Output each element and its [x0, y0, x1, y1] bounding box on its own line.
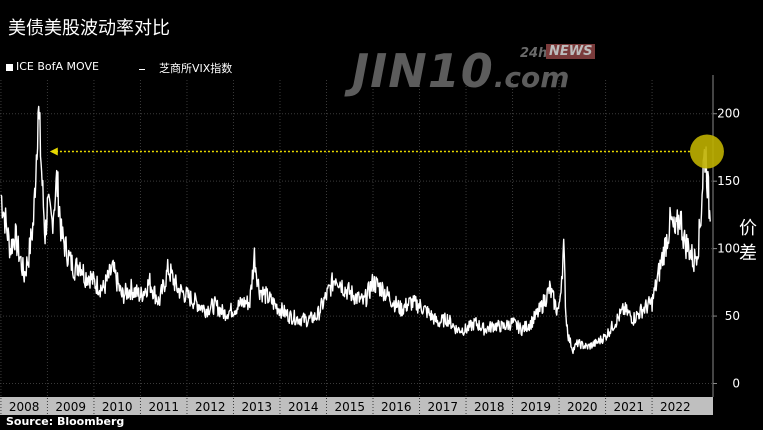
- side-label-2: 差: [739, 243, 757, 264]
- legend-swatch-move: [6, 63, 13, 71]
- legend-item-vix: 芝商所VIX指数: [138, 60, 233, 76]
- side-label-1: 价: [739, 218, 757, 239]
- x-axis-band: [0, 397, 713, 415]
- series-line-move: [0, 105, 711, 355]
- x-tick-label: 2015: [334, 400, 365, 414]
- watermark-prefix: 24h: [520, 46, 548, 61]
- annotation-layer: [49, 134, 724, 169]
- y-axis: 0 50 100 150 200: [712, 75, 740, 397]
- legend-swatch-vix: [138, 68, 145, 70]
- y-tick-label: 200: [717, 107, 740, 121]
- legend-item-move: ICE BofA MOVE: [6, 60, 99, 76]
- x-tick-label: 2009: [55, 400, 86, 414]
- x-tick-label: 2020: [567, 400, 598, 414]
- x-tick-label: 2017: [428, 400, 459, 414]
- x-tick-label: 2016: [381, 400, 412, 414]
- legend: ICE BofA MOVE 芝商所VIX指数: [6, 60, 232, 76]
- x-tick-label: 2018: [474, 400, 505, 414]
- y-tick-label: 100: [717, 242, 740, 256]
- y-tick-label: 150: [717, 174, 740, 188]
- x-axis: 2008 2009 2010 2011 2012 2013 2014 2015 2016 2017…: [9, 400, 691, 414]
- watermark-news: NEWS: [546, 44, 596, 59]
- legend-label-move: ICE BofA MOVE: [16, 60, 99, 73]
- source-note: Source: Bloomberg: [6, 415, 125, 428]
- series-layer: [0, 105, 711, 355]
- x-tick-label: 2022: [660, 400, 691, 414]
- chart-title: 美债美股波动率对比: [8, 18, 170, 39]
- jin10-watermark: JIN10.com 24h NEWS: [352, 44, 596, 98]
- highlight-circle: [689, 134, 724, 169]
- watermark-main: JIN10: [352, 44, 494, 98]
- y-tick-label: 0: [732, 377, 740, 391]
- x-tick-label: 2021: [614, 400, 645, 414]
- gridlines: [0, 80, 713, 415]
- arrow-head: [49, 147, 58, 156]
- y-tick-label: 50: [725, 309, 740, 323]
- x-tick-label: 2014: [288, 400, 319, 414]
- x-tick-label: 2008: [9, 400, 40, 414]
- x-tick-label: 2012: [195, 400, 226, 414]
- x-tick-label: 2010: [102, 400, 133, 414]
- watermark-com: .com: [493, 61, 570, 94]
- x-tick-label: 2011: [148, 400, 179, 414]
- legend-label-vix: 芝商所VIX指数: [158, 62, 233, 75]
- x-tick-label: 2019: [521, 400, 552, 414]
- x-tick-label: 2013: [241, 400, 272, 414]
